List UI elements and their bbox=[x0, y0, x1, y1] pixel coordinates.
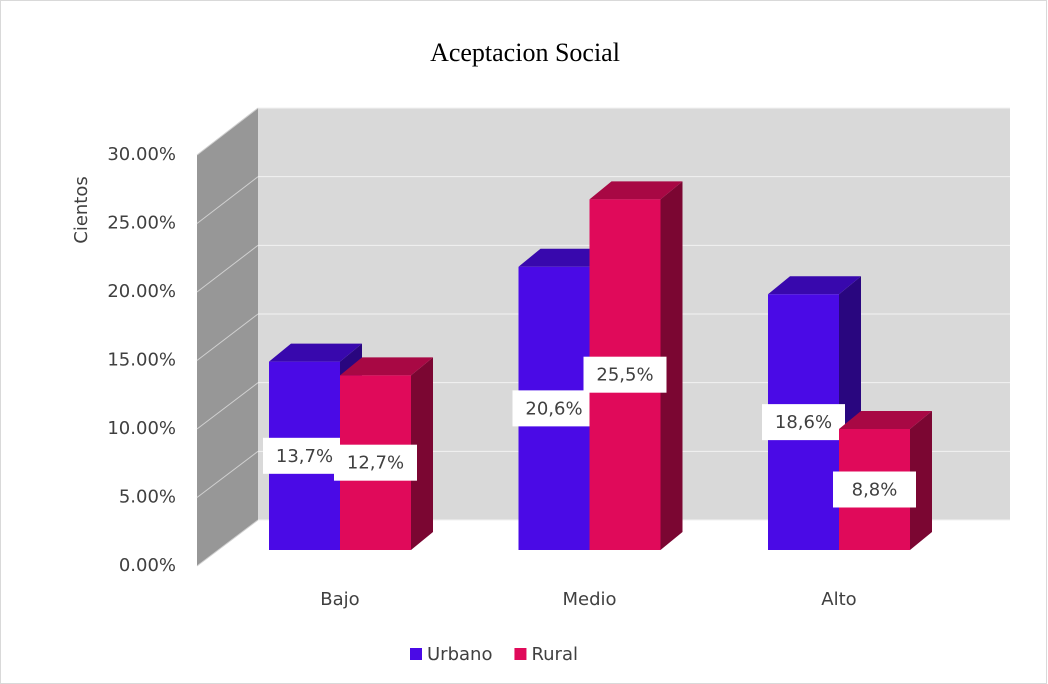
y-tick-label: 20.00% bbox=[107, 281, 176, 302]
value-label: 25,5% bbox=[596, 365, 653, 386]
x-tick-label: Medio bbox=[562, 589, 616, 610]
legend-label: Urbano bbox=[427, 644, 492, 665]
bar-top bbox=[340, 357, 433, 376]
legend-swatch bbox=[514, 648, 527, 660]
value-label-box bbox=[833, 471, 916, 508]
value-label: 8,8% bbox=[852, 480, 898, 501]
side-grid-line bbox=[196, 107, 259, 156]
value-label-box bbox=[583, 356, 667, 393]
y-tick-label: 0.00% bbox=[119, 555, 176, 576]
bar-side bbox=[411, 357, 433, 550]
side-grid-line bbox=[196, 519, 259, 567]
bar-top bbox=[589, 181, 683, 200]
bar-side bbox=[910, 411, 932, 550]
y-tick-label: 5.00% bbox=[119, 487, 176, 508]
y-tick-label: 30.00% bbox=[107, 144, 176, 165]
value-label: 13,7% bbox=[276, 446, 333, 467]
bar-top bbox=[269, 343, 362, 362]
y-tick-label: 15.00% bbox=[107, 350, 176, 371]
side-grid-line bbox=[196, 382, 259, 430]
bar-side bbox=[660, 181, 683, 550]
bar-top bbox=[839, 411, 932, 429]
side-grid-line bbox=[196, 450, 259, 498]
legend-label: Rural bbox=[531, 644, 578, 665]
side-grid-line bbox=[196, 244, 259, 293]
legend-swatch bbox=[410, 648, 422, 660]
value-label: 18,6% bbox=[775, 412, 832, 433]
bar-top bbox=[768, 276, 861, 295]
value-label-box bbox=[334, 444, 417, 481]
side-grid-line bbox=[196, 176, 259, 224]
bar-top bbox=[518, 248, 612, 267]
y-axis-label: Cientos bbox=[71, 176, 92, 244]
value-label: 20,6% bbox=[525, 398, 582, 419]
y-tick-label: 25.00% bbox=[107, 213, 176, 234]
x-tick-label: Alto bbox=[821, 589, 856, 610]
y-tick-label: 10.00% bbox=[107, 418, 176, 439]
side-grid-line bbox=[196, 313, 259, 361]
x-tick-label: Bajo bbox=[320, 589, 359, 610]
value-label-box bbox=[263, 437, 346, 474]
value-label-box bbox=[762, 404, 845, 441]
chart-title: Aceptacion Social bbox=[430, 38, 620, 67]
value-label: 12,7% bbox=[347, 453, 404, 474]
value-label-box bbox=[512, 390, 596, 427]
